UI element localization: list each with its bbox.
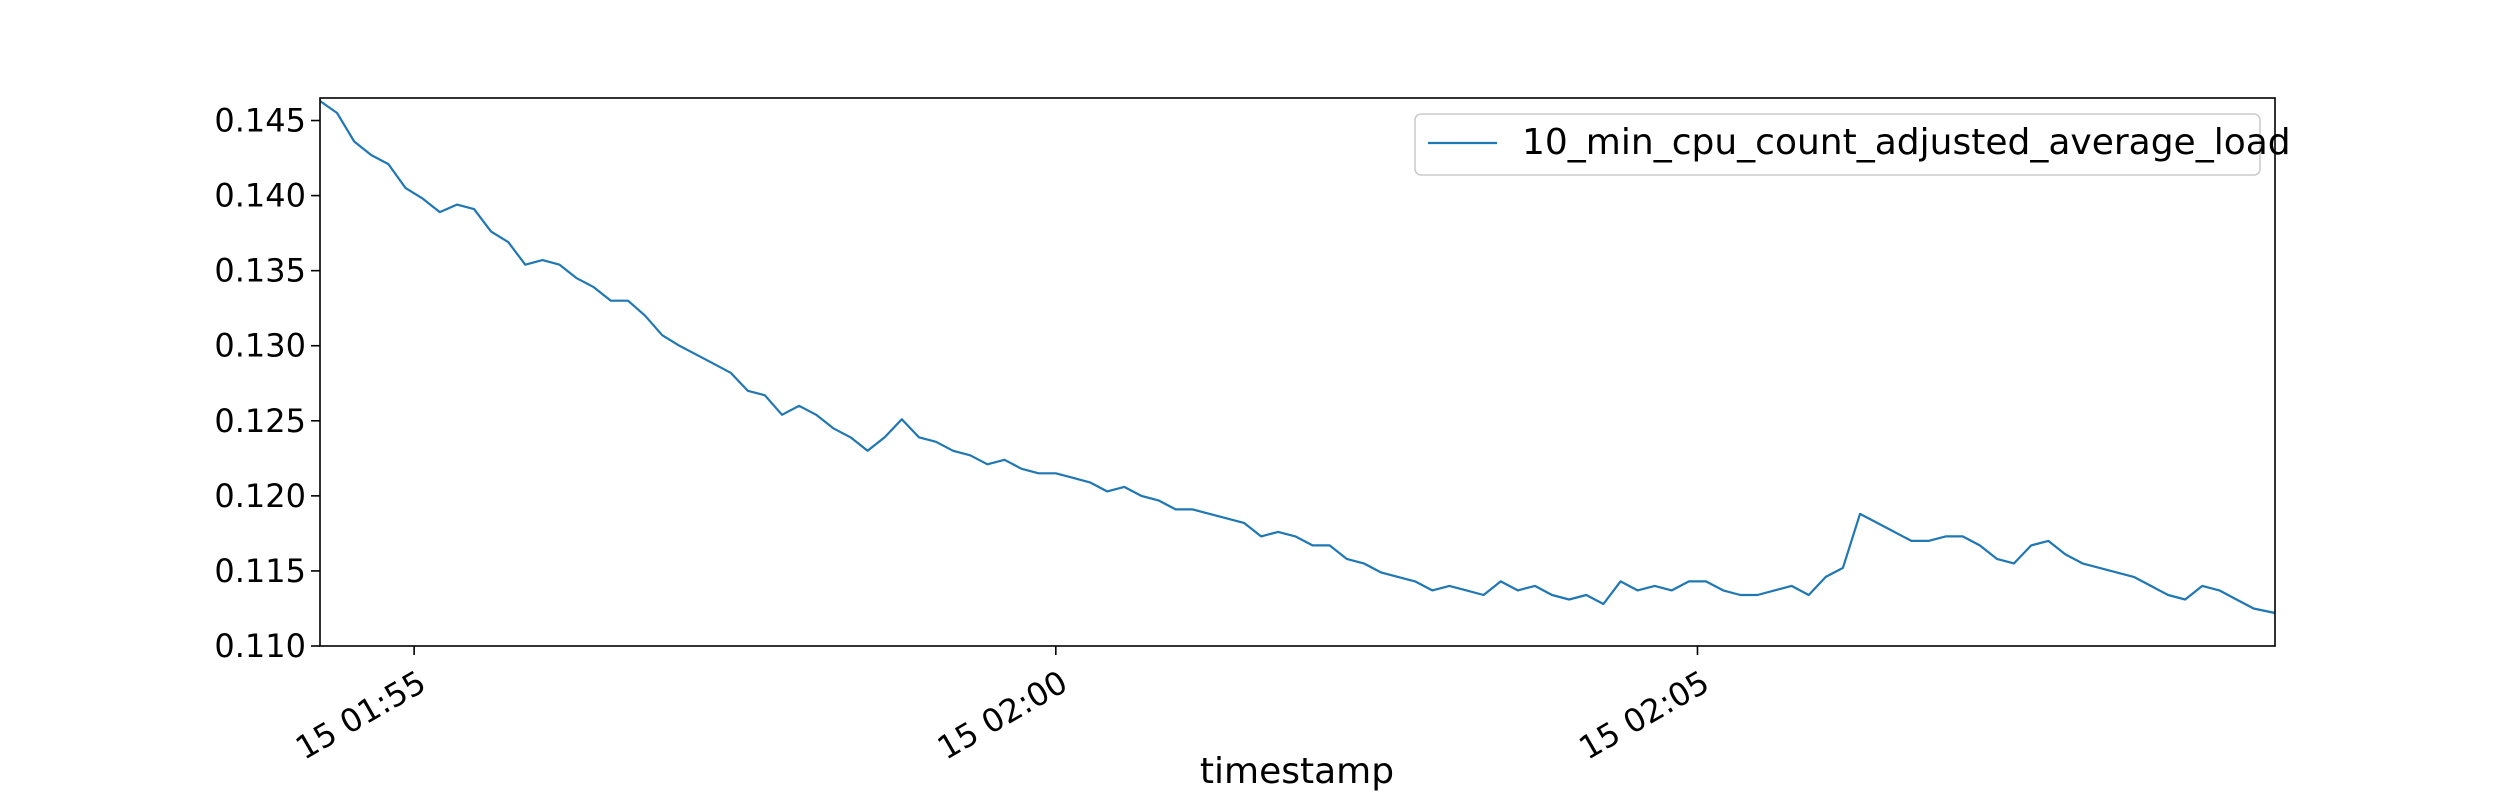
y-tick-label: 0.125 [214,402,306,440]
legend-box [1414,113,2261,176]
y-tick-label: 0.120 [214,477,306,515]
plot-area [319,100,2276,615]
series-line-0 [319,100,2276,615]
y-tick-label: 0.145 [214,102,306,140]
legend: 10_min_cpu_count_adjusted_average_load [1414,113,2291,176]
plot-frame [319,97,2276,647]
y-tick-label: 0.115 [214,552,306,590]
x-axis-title: timestamp [1200,751,1394,792]
y-tick-label: 0.110 [214,627,306,665]
y-tick-label: 0.130 [214,327,306,365]
y-axis: 0.110 0.115 0.120 0.125 0.130 0.135 0.140 0.145 [214,102,320,665]
y-tick-label: 0.135 [214,252,306,290]
legend-label: 10_min_cpu_count_adjusted_average_load [1522,122,2291,163]
y-tick-label: 0.140 [214,177,306,215]
